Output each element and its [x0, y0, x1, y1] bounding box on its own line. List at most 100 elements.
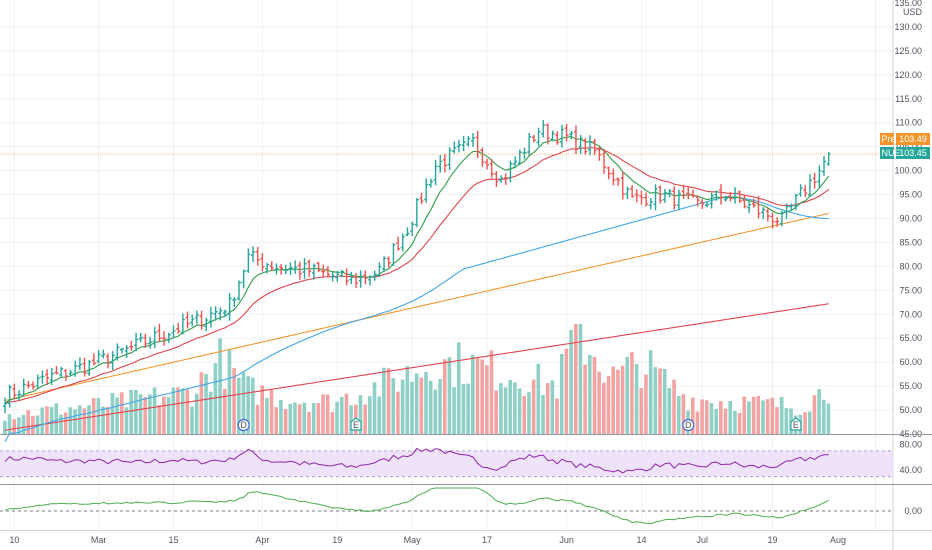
volume-bar: [157, 405, 162, 434]
volume-bar: [40, 407, 45, 434]
volume-bar: [728, 401, 732, 434]
volume-bar: [714, 408, 718, 434]
volume-bar: [705, 400, 709, 434]
volume-bar: [597, 371, 601, 434]
price-bar: [354, 272, 358, 288]
price-bar: [690, 189, 695, 198]
volume-bar: [279, 399, 283, 434]
price-bar: [667, 189, 672, 198]
volume-bar: [555, 398, 559, 434]
volume-bar: [527, 392, 531, 434]
time-axis-label: 19: [768, 535, 778, 545]
sma200-line: [4, 303, 829, 431]
volume-bar: [742, 396, 747, 434]
earnings-marker[interactable]: E: [350, 417, 362, 431]
price-axis-label-top: 135.00: [894, 0, 922, 8]
price-bar: [705, 201, 709, 208]
price-bar: [199, 310, 204, 330]
volume-bar: [166, 397, 171, 434]
price-bars: [0, 119, 893, 414]
volume-bar: [536, 363, 541, 434]
volume-bar: [405, 366, 410, 434]
time-axis-label: Apr: [255, 535, 269, 545]
volume-bars: [3, 324, 831, 434]
price-bar: [756, 196, 761, 219]
price-bar: [129, 340, 134, 351]
volume-bar: [573, 324, 578, 434]
price-bar: [812, 172, 817, 189]
volume-bar: [700, 399, 704, 434]
price-bar: [503, 173, 508, 185]
price-axis-label: 100.00: [894, 166, 922, 176]
pre-price-tag-value: 103.49: [899, 134, 927, 144]
price-bar: [438, 154, 443, 173]
volume-bar: [307, 411, 311, 434]
price-bar: [260, 253, 265, 272]
volume-bar: [513, 382, 517, 434]
volume-bar: [648, 350, 653, 434]
volume-bar: [779, 397, 784, 434]
volume-bar: [709, 403, 714, 434]
volume-bar: [485, 365, 489, 434]
volume-bar: [269, 389, 274, 434]
price-bar: [194, 310, 199, 324]
price-bar: [447, 147, 452, 170]
event-marker-label: D: [240, 420, 247, 430]
price-bar: [531, 134, 536, 143]
earnings-marker[interactable]: E: [790, 417, 802, 431]
volume-bar: [719, 401, 723, 434]
price-axis-label: 80.00: [899, 261, 922, 271]
price-bar: [742, 194, 747, 209]
price-bar: [222, 309, 227, 317]
price-bar: [583, 138, 588, 155]
price-bar: [54, 366, 59, 375]
price-bar: [775, 217, 780, 228]
volume-bar: [372, 382, 377, 434]
price-bar: [400, 233, 405, 252]
volume-bar: [723, 408, 728, 434]
volume-bar: [770, 397, 775, 434]
volume-bar: [690, 397, 695, 434]
volume-bar: [662, 368, 667, 434]
price-bar: [227, 293, 232, 321]
grid: [0, 0, 893, 530]
price-bar: [330, 271, 335, 282]
pre-price-tag[interactable]: Pre 103.49: [880, 133, 930, 145]
volume-bar: [592, 356, 597, 434]
price-bar: [162, 331, 167, 346]
price-bar: [779, 211, 784, 227]
volume-bar: [190, 406, 194, 434]
time-axis-label: Jul: [697, 535, 709, 545]
price-bar: [555, 131, 560, 145]
time-axis[interactable]: 10 Mar 15 Apr 19 May 17 Jun 14 Jul 19 Aug: [9, 535, 846, 545]
volume-bar: [330, 412, 335, 434]
volume-bar: [583, 364, 587, 434]
price-bar: [658, 185, 663, 204]
price-bar: [728, 192, 733, 202]
dividend-marker[interactable]: D: [237, 418, 250, 432]
volume-bar: [344, 393, 349, 434]
volume-bar: [82, 408, 87, 434]
price-bar: [405, 227, 410, 237]
volume-bar: [428, 380, 433, 434]
price-bar: [26, 380, 31, 389]
rsi-axis-label: 80.00: [899, 439, 922, 449]
price-bar: [541, 119, 546, 138]
price-bar: [105, 353, 110, 369]
volume-bar: [508, 379, 513, 434]
volume-bar: [489, 350, 494, 434]
currency-label: USD: [903, 7, 923, 17]
price-bar: [68, 369, 73, 377]
volume-bar: [129, 389, 133, 434]
price-bar: [190, 314, 195, 327]
price-bar: [288, 262, 293, 275]
volume-bar: [316, 402, 321, 434]
dividend-marker[interactable]: D: [682, 418, 695, 432]
volume-bar: [349, 405, 353, 434]
volume-bar: [152, 387, 157, 434]
volume-bar: [424, 371, 428, 434]
